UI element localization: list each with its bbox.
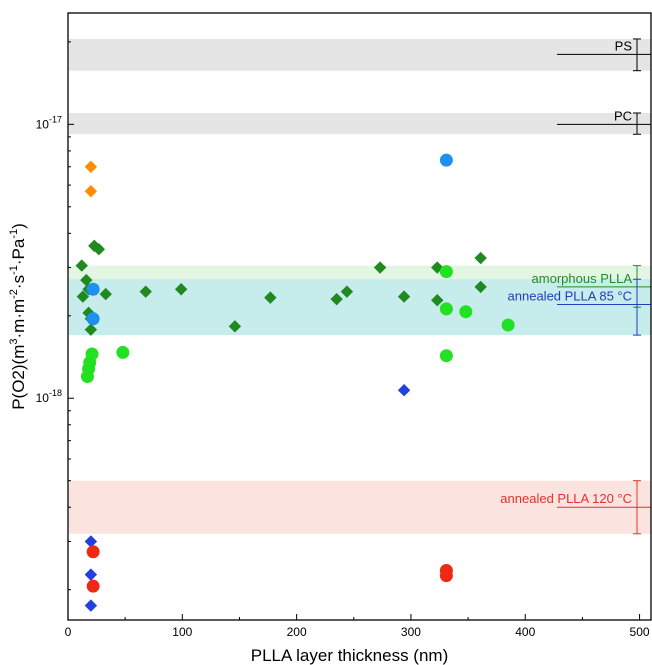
y-tick-base: 10 <box>36 117 50 131</box>
data-point-circle <box>85 347 99 361</box>
x-tick-label: 100 <box>172 625 192 639</box>
data-point-circle <box>86 579 100 593</box>
data-point-diamond <box>84 160 98 173</box>
data-point-diamond <box>84 185 98 198</box>
y-axis-title-part: 3 <box>8 339 20 345</box>
data-points <box>75 153 515 612</box>
data-point-diamond <box>474 280 487 294</box>
band-fill <box>69 279 651 336</box>
plot-frame <box>67 12 652 621</box>
data-point-circle <box>86 545 100 559</box>
y-tick-exponent: -17 <box>49 114 62 124</box>
data-point-diamond <box>431 294 444 307</box>
y-tick-label: 10-18 <box>36 388 62 405</box>
data-point-diamond <box>139 285 152 298</box>
y-axis-title-part: -2 <box>8 289 20 299</box>
data-point-diamond <box>340 285 354 298</box>
x-tick-label: 0 <box>65 625 72 639</box>
y-axis-title-part: ·Pa <box>9 238 28 265</box>
band-label: annealed PLLA 120 °C <box>500 491 632 506</box>
reference-bands: PS PC amorphous PLLA annealed PLLA 85 °C ann… <box>69 38 651 535</box>
y-axis-title-part: -1 <box>8 265 20 275</box>
band-fill <box>69 38 651 71</box>
data-point-diamond <box>84 323 98 336</box>
data-point-diamond <box>84 599 98 612</box>
x-tick-label: 500 <box>630 625 650 639</box>
data-point-diamond <box>373 261 387 274</box>
x-tick-label: 400 <box>515 625 535 639</box>
data-point-diamond <box>76 290 90 303</box>
data-point-circle <box>501 318 515 332</box>
data-point-circle <box>439 302 453 316</box>
y-axis-title-part: ·m·m <box>9 299 28 339</box>
data-point-diamond <box>474 251 487 265</box>
data-point-diamond <box>264 291 277 304</box>
y-axis-title-part: ) <box>9 223 28 229</box>
data-point-circle <box>439 265 453 279</box>
data-point-diamond <box>92 243 106 256</box>
data-point-circle <box>86 282 100 296</box>
y-tick-exponent: -18 <box>49 388 62 398</box>
data-point-diamond <box>80 273 93 287</box>
x-tick-label: 200 <box>287 625 307 639</box>
data-point-diamond <box>174 283 188 296</box>
band-label: amorphous PLLA <box>532 271 633 286</box>
data-point-circle <box>86 312 100 326</box>
data-point-diamond <box>228 320 242 333</box>
data-point-diamond <box>330 292 343 306</box>
band-label: annealed PLLA 85 °C <box>508 288 632 303</box>
data-point-diamond <box>397 383 411 397</box>
data-point-diamond <box>84 568 98 581</box>
band-fill <box>69 480 651 534</box>
data-point-circle <box>439 153 453 167</box>
y-axis-title-part: ·s <box>9 275 28 289</box>
y-axis-title-part: -1 <box>8 229 20 239</box>
y-tick-label: 10-17 <box>36 114 62 131</box>
data-point-circle <box>439 569 453 583</box>
x-tick-label: 300 <box>401 625 421 639</box>
x-axis-title: PLLA layer thickness (nm) <box>251 646 448 665</box>
band-fill <box>69 113 651 135</box>
y-axis-title-part: P(O2)(m <box>9 345 28 410</box>
data-point-diamond <box>397 290 411 303</box>
data-point-diamond <box>75 259 88 272</box>
y-tick-base: 10 <box>36 391 50 405</box>
data-point-diamond <box>84 535 98 548</box>
band-label: PS <box>615 38 633 53</box>
data-point-circle <box>116 345 130 359</box>
data-point-diamond <box>88 239 101 253</box>
data-point-diamond <box>99 287 112 301</box>
data-point-circle <box>459 305 473 319</box>
y-axis-title: P(O2)(m3·m·m-2·s-1·Pa-1) <box>8 223 28 410</box>
band-label: PC <box>614 108 632 123</box>
data-point-diamond <box>82 306 95 320</box>
data-point-circle <box>439 349 453 363</box>
